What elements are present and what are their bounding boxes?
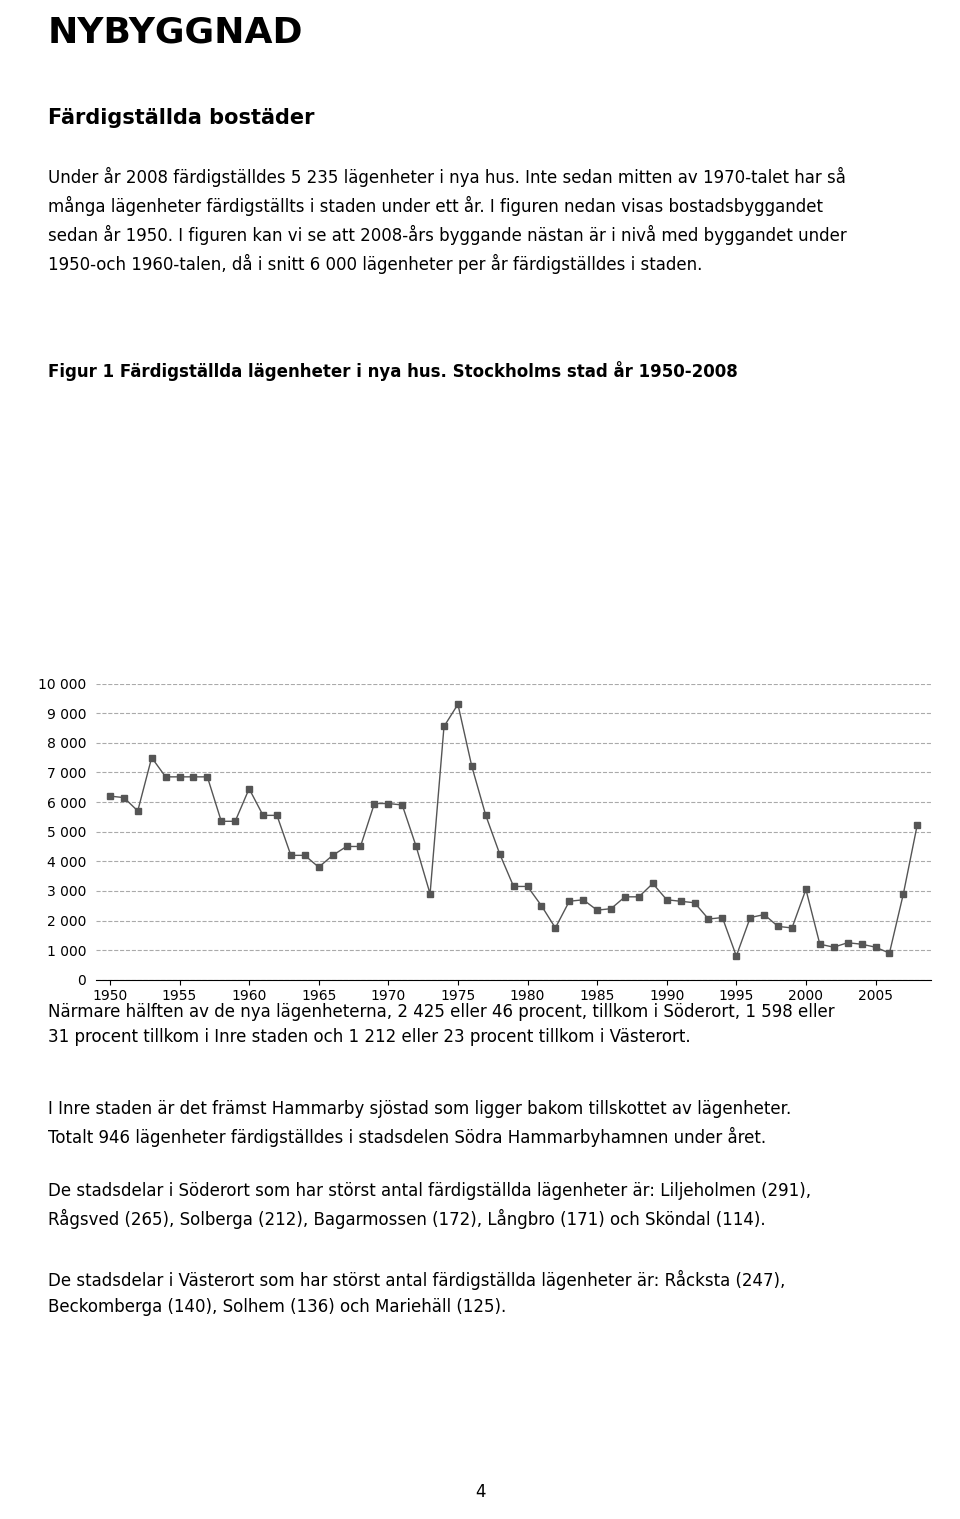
Text: Närmare hälften av de nya lägenheterna, 2 425 eller 46 procent, tillkom i Södero: Närmare hälften av de nya lägenheterna, … bbox=[48, 1003, 834, 1047]
Text: De stadsdelar i Söderort som har störst antal färdigställda lägenheter är: Lilje: De stadsdelar i Söderort som har störst … bbox=[48, 1182, 811, 1229]
Text: 4: 4 bbox=[475, 1483, 485, 1501]
Text: I Inre staden är det främst Hammarby sjöstad som ligger bakom tillskottet av läg: I Inre staden är det främst Hammarby sjö… bbox=[48, 1100, 791, 1147]
Text: Figur 1 Färdigställda lägenheter i nya hus. Stockholms stad år 1950-2008: Figur 1 Färdigställda lägenheter i nya h… bbox=[48, 362, 737, 381]
Text: De stadsdelar i Västerort som har störst antal färdigställda lägenheter är: Råck: De stadsdelar i Västerort som har störst… bbox=[48, 1270, 785, 1315]
Text: NYBYGGNAD: NYBYGGNAD bbox=[48, 15, 303, 49]
Text: Under år 2008 färdigställdes 5 235 lägenheter i nya hus. Inte sedan mitten av 19: Under år 2008 färdigställdes 5 235 lägen… bbox=[48, 167, 847, 273]
Text: Färdigställda bostäder: Färdigställda bostäder bbox=[48, 108, 315, 129]
